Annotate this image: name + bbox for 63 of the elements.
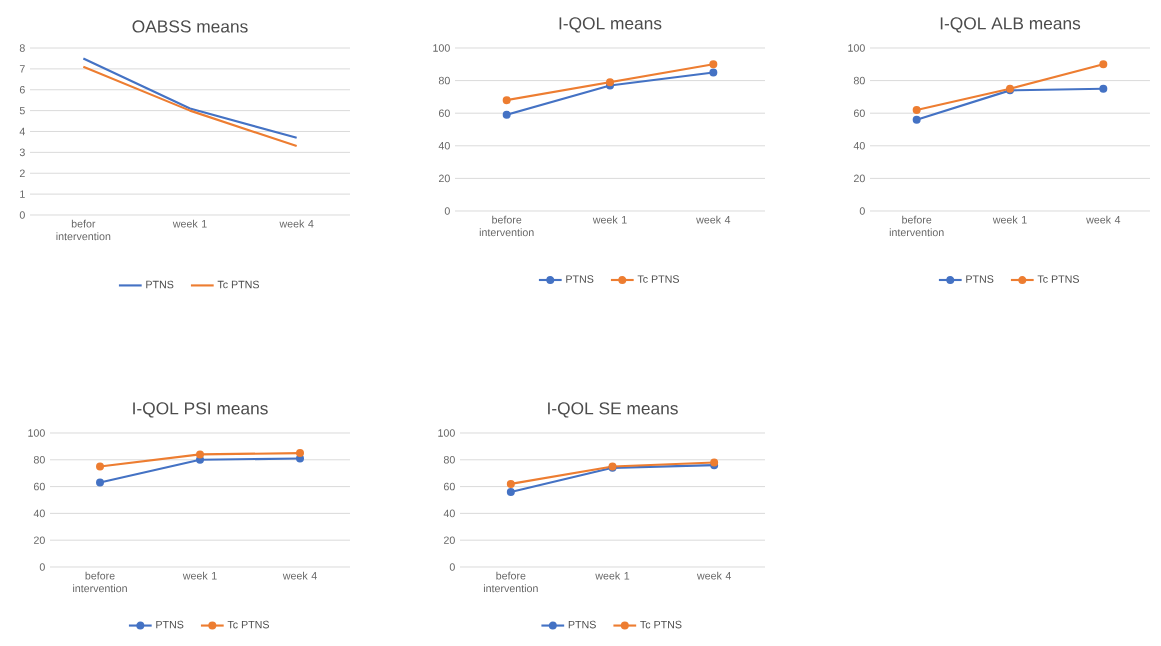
y-tick-label: 40 — [438, 142, 450, 150]
x-tick-label: week 1 — [592, 215, 627, 224]
legend-label: PTNS — [566, 275, 594, 283]
y-tick-label: 100 — [28, 429, 45, 437]
y-tick-label: 60 — [853, 109, 865, 117]
y-tick-label: 60 — [443, 482, 455, 491]
y-tick-label: 40 — [33, 509, 45, 518]
legend-label: Tc PTNS — [227, 620, 269, 629]
legend-label: PTNS — [146, 280, 174, 289]
y-tick-label: 100 — [433, 44, 450, 52]
y-tick-label: 20 — [853, 174, 865, 183]
y-tick-label: 80 — [438, 76, 450, 85]
legend-label: Tc PTNS — [217, 280, 259, 289]
y-tick-label: 8 — [19, 44, 25, 52]
chart-title: I-QOL PSI means — [133, 402, 268, 418]
y-tick-label: 60 — [33, 482, 45, 491]
chart-title: I-QOL means — [559, 17, 662, 33]
y-tick-label: 80 — [443, 456, 455, 464]
x-tick-label: before intervention — [73, 571, 127, 593]
y-tick-label: 20 — [33, 536, 45, 544]
y-tick-label: 40 — [443, 509, 455, 518]
legend-label: Tc PTNS — [637, 275, 679, 283]
x-tick-label: before intervention — [889, 215, 944, 237]
legend-label: Tc PTNS — [640, 620, 682, 629]
chart-title: I-QOL SE means — [548, 402, 678, 418]
x-tick-label: week 1 — [182, 571, 217, 580]
y-tick-label: 40 — [853, 142, 865, 150]
y-tick-label: 80 — [33, 456, 45, 464]
y-tick-label: 0 — [19, 211, 25, 219]
y-tick-label: 7 — [19, 65, 25, 73]
chart-title: I-QOL ALB means — [940, 17, 1081, 33]
x-tick-label: week 4 — [696, 571, 732, 580]
x-tick-label: week 1 — [595, 571, 630, 580]
x-tick-label: week 1 — [172, 219, 207, 228]
x-tick-label: week 4 — [1086, 215, 1121, 224]
y-tick-label: 100 — [438, 429, 455, 437]
y-tick-label: 0 — [859, 207, 865, 215]
y-tick-label: 20 — [438, 174, 450, 183]
y-tick-label: 4 — [19, 127, 25, 136]
legend-label: PTNS — [966, 275, 994, 283]
legend-label: PTNS — [156, 620, 184, 629]
y-tick-label: 3 — [19, 148, 25, 157]
x-tick-label: befor intervention — [56, 219, 111, 241]
y-tick-label: 60 — [438, 109, 450, 117]
x-tick-label: week 4 — [282, 571, 317, 580]
y-tick-label: 100 — [848, 44, 865, 52]
y-tick-label: 0 — [444, 207, 450, 215]
chart-title: OABSS means — [132, 20, 248, 33]
y-tick-label: 0 — [449, 563, 455, 571]
x-tick-label: week 1 — [992, 215, 1027, 224]
legend-label: PTNS — [568, 620, 596, 629]
y-tick-label: 80 — [853, 76, 865, 85]
x-tick-label: week 4 — [696, 215, 731, 224]
x-tick-label: before intervention — [483, 571, 538, 593]
x-tick-label: week 4 — [279, 219, 314, 228]
y-tick-label: 5 — [19, 106, 25, 115]
x-tick-label: before intervention — [479, 215, 534, 237]
y-tick-label: 2 — [19, 169, 25, 177]
y-tick-label: 1 — [20, 190, 25, 198]
legend-label: Tc PTNS — [1037, 275, 1079, 283]
y-tick-label: 20 — [443, 536, 455, 544]
y-tick-label: 6 — [19, 85, 25, 94]
y-tick-label: 0 — [39, 563, 45, 571]
